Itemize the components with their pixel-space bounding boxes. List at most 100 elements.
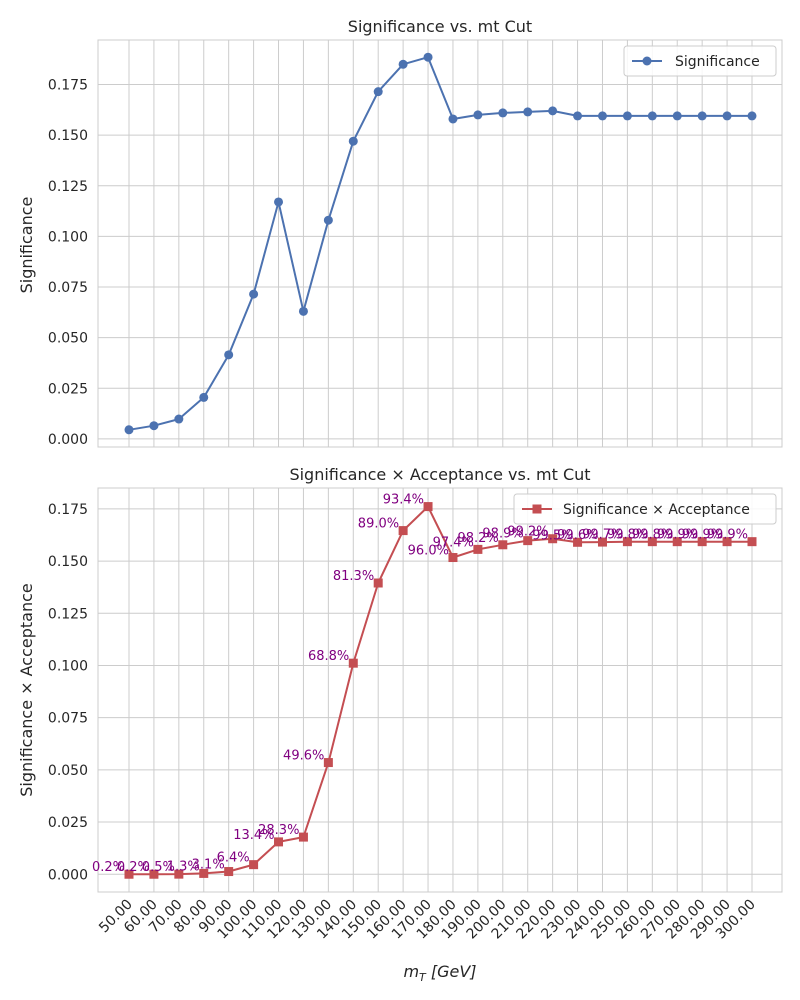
data-point — [697, 111, 707, 121]
y-tick-label: 0.100 — [48, 229, 88, 245]
x-label-sub: T — [419, 971, 427, 984]
data-point — [199, 868, 209, 878]
data-point — [149, 869, 159, 879]
y-tick-label: 0.075 — [48, 711, 88, 727]
acceptance-annotation: 3.1% — [192, 858, 225, 873]
data-point — [597, 111, 607, 121]
acceptance-annotation: 93.4% — [383, 493, 424, 508]
data-point — [249, 289, 259, 299]
top-plot-area — [97, 39, 783, 448]
acceptance-annotation: 98.2% — [457, 531, 498, 546]
data-point — [174, 414, 184, 424]
acceptance-annotation: 97.4% — [433, 535, 474, 550]
data-point — [249, 860, 259, 870]
data-point — [523, 107, 533, 117]
data-point — [548, 106, 558, 116]
data-point — [672, 537, 682, 547]
data-point — [423, 502, 433, 512]
acceptance-annotation: 96.0% — [408, 544, 449, 559]
data-point — [124, 425, 134, 435]
data-point — [149, 421, 159, 431]
acceptance-annotation: 99.9% — [682, 528, 723, 543]
bottom-grid — [98, 488, 782, 892]
acceptance-annotation: 99.8% — [607, 528, 648, 543]
data-point — [174, 869, 184, 879]
data-point — [747, 537, 757, 547]
acceptance-annotation: 13.4% — [233, 828, 274, 843]
data-point — [597, 537, 607, 547]
top-legend-label: Significance — [675, 54, 760, 70]
data-point — [298, 306, 308, 316]
y-tick-label: 0.175 — [48, 502, 88, 518]
data-point — [498, 540, 508, 550]
acceptance-annotation: 89.0% — [358, 517, 399, 532]
data-point — [622, 537, 632, 547]
top-y-ticks: 0.000 0.025 0.050 0.075 0.100 0.125 0.150 0.175 — [48, 78, 88, 448]
acceptance-annotation: 6.4% — [217, 851, 250, 866]
acceptance-annotation: 0.2% — [92, 860, 125, 875]
data-point — [747, 111, 757, 121]
data-point — [373, 87, 383, 97]
bottom-legend-box — [513, 493, 777, 525]
acceptance-annotation: 99.2% — [507, 525, 548, 540]
acceptance-annotation: 99.9% — [657, 528, 698, 543]
x-label-main: m — [403, 962, 419, 981]
acceptance-annotation: 99.5% — [532, 528, 573, 543]
y-tick-label: 0.150 — [48, 128, 88, 144]
data-point — [573, 537, 583, 547]
top-chart-title: Significance vs. mt Cut — [348, 17, 532, 36]
data-point — [622, 111, 632, 121]
y-tick-label: 0.050 — [48, 331, 88, 347]
top-legend: Significance — [623, 45, 777, 77]
data-point — [348, 658, 358, 668]
acceptance-annotation: 49.6% — [283, 749, 324, 764]
y-tick-label: 0.150 — [48, 554, 88, 570]
data-point — [398, 526, 408, 536]
data-point — [323, 215, 333, 225]
acceptance-annotation: 99.8% — [632, 528, 673, 543]
data-point — [573, 111, 583, 121]
bottom-y-axis-label: Significance × Acceptance — [17, 583, 36, 797]
bottom-annotations: 0.2%0.2%0.5%1.3%3.1%6.4%13.4%28.3%49.6%6… — [92, 493, 748, 876]
acceptance-annotation: 81.3% — [333, 569, 374, 584]
panel-bottom: Significance × Acceptance vs. mt Cut 0.0… — [17, 465, 783, 984]
data-point — [722, 111, 732, 121]
data-point — [298, 832, 308, 842]
bottom-series — [124, 502, 757, 879]
y-tick-label: 0.175 — [48, 78, 88, 94]
data-point — [423, 52, 433, 62]
acceptance-annotation: 0.5% — [142, 860, 175, 875]
data-point — [672, 111, 682, 121]
data-point — [722, 537, 732, 547]
data-point — [697, 537, 707, 547]
data-point — [647, 111, 657, 121]
bottom-x-ticks: 50.0060.0070.0080.0090.00100.00110.00120… — [96, 897, 759, 943]
data-point — [348, 136, 358, 146]
data-point — [224, 867, 234, 877]
panel-top: Significance vs. mt Cut 0.0000.0250.0500… — [17, 17, 783, 448]
top-series — [124, 52, 757, 435]
y-tick-label: 0.125 — [48, 179, 88, 195]
data-point — [498, 108, 508, 118]
top-legend-marker — [642, 56, 652, 66]
data-point — [647, 537, 657, 547]
data-point — [448, 553, 458, 563]
bottom-chart-title: Significance × Acceptance vs. mt Cut — [289, 465, 590, 484]
acceptance-annotation: 68.8% — [308, 649, 349, 664]
data-point — [323, 758, 333, 768]
data-point — [473, 110, 483, 120]
acceptance-annotation: 99.7% — [582, 528, 623, 543]
y-tick-label: 0.050 — [48, 763, 88, 779]
data-point — [473, 544, 483, 554]
y-tick-label: 0.025 — [48, 381, 88, 397]
acceptance-annotation: 99.9% — [707, 528, 748, 543]
y-tick-label: 0.075 — [48, 280, 88, 296]
top-grid — [98, 40, 782, 447]
bottom-x-axis-label: mT [GeV] — [403, 962, 476, 984]
acceptance-annotation: 28.3% — [258, 823, 299, 838]
bottom-y-ticks: 0.000 0.025 0.050 0.075 0.100 0.125 0.150 0.175 — [48, 502, 88, 883]
acceptance-annotation: 1.3% — [167, 859, 200, 874]
y-tick-label: 0.125 — [48, 606, 88, 622]
x-label-unit: [GeV] — [426, 962, 477, 981]
